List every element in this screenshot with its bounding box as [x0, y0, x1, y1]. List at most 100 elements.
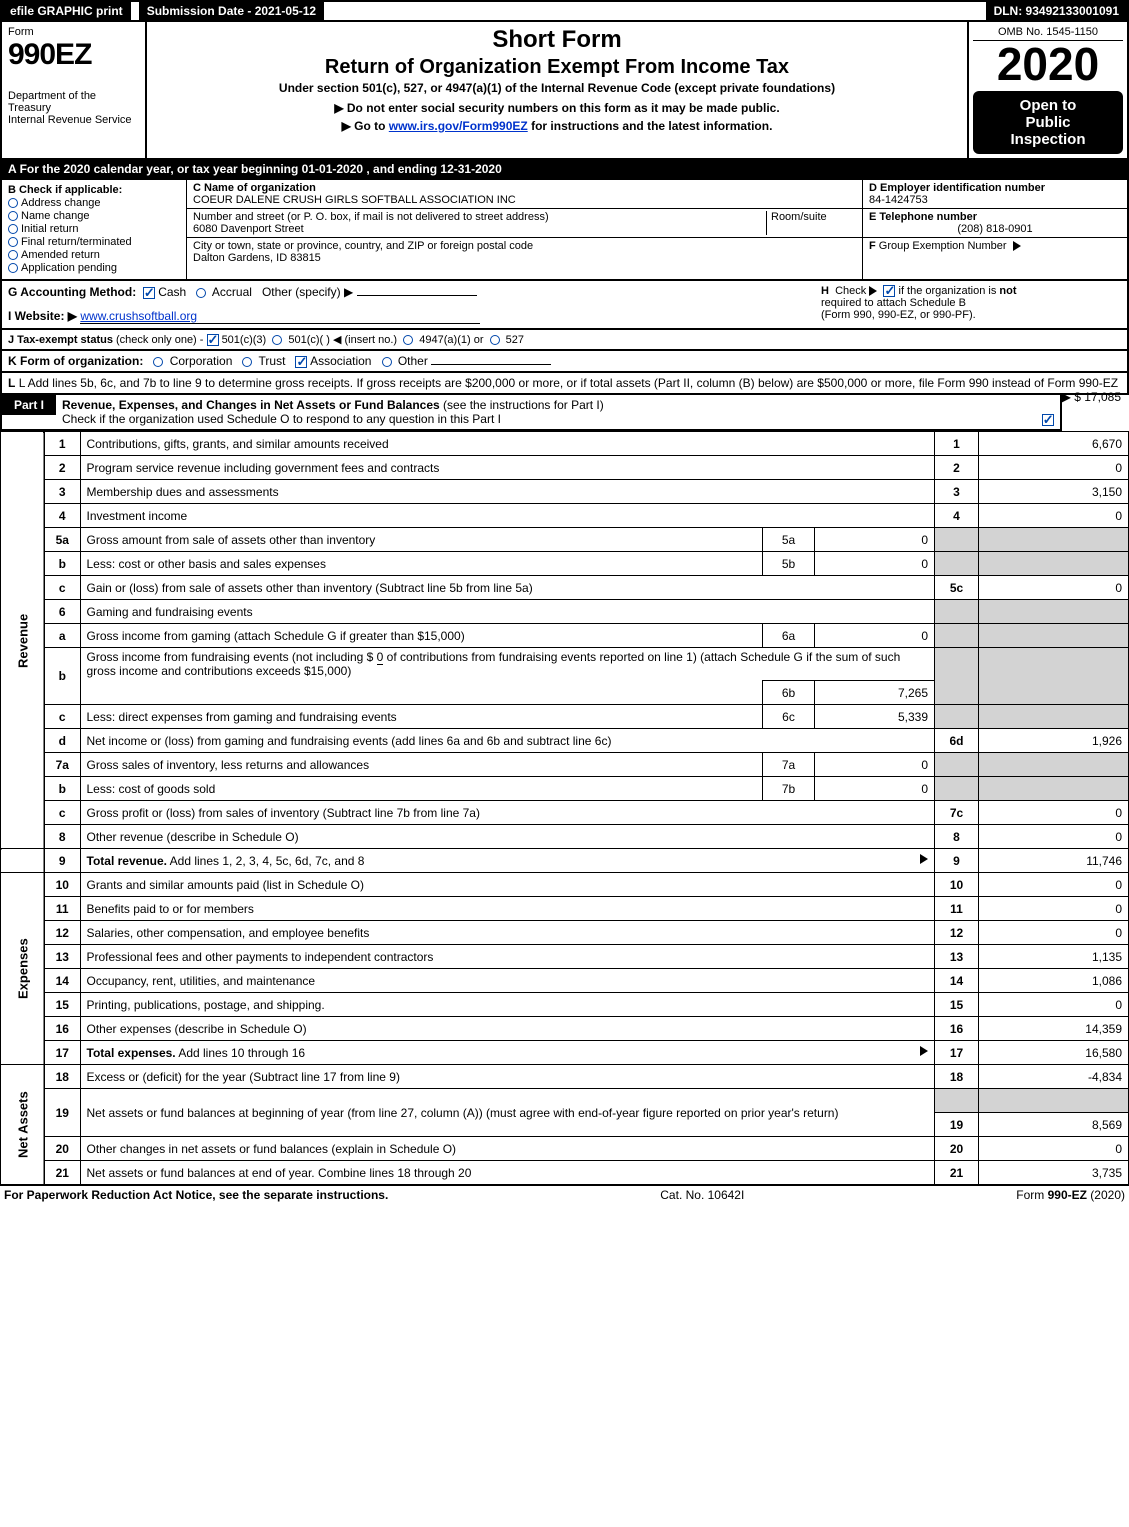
line-5b-subval: 0 [815, 552, 935, 576]
part1-note: (see the instructions for Part I) [443, 398, 604, 412]
line-17-desc: Total expenses. Add lines 10 through 16 [80, 1041, 935, 1065]
line-8-val: 0 [979, 825, 1129, 849]
shade-6-v [979, 600, 1129, 624]
info-grid: B Check if applicable: Address change Na… [0, 180, 1129, 281]
irs-link[interactable]: www.irs.gov/Form990EZ [389, 119, 528, 133]
line-11-desc: Benefits paid to or for members [80, 897, 935, 921]
line-10-no: 10 [44, 873, 80, 897]
line-20-num: 20 [935, 1137, 979, 1161]
label-f: F Group Exemption Number [869, 240, 1121, 252]
part1-schedule-o-checkbox[interactable] [1042, 414, 1054, 426]
line-20-val: 0 [979, 1137, 1129, 1161]
line-5a-no: 5a [44, 528, 80, 552]
line-7c-num: 7c [935, 801, 979, 825]
line-2-desc: Program service revenue including govern… [80, 456, 935, 480]
k-other-field[interactable] [431, 364, 551, 365]
part1-title: Revenue, Expenses, and Changes in Net As… [56, 395, 1060, 429]
line-9-desc: Total revenue. Add lines 1, 2, 3, 4, 5c,… [80, 849, 935, 873]
initial-return-radio[interactable] [8, 224, 18, 234]
dept-treasury: Department of the Treasury [8, 90, 139, 114]
application-pending-radio[interactable] [8, 263, 18, 273]
line-5b-no: b [44, 552, 80, 576]
line-18-no: 18 [44, 1065, 80, 1089]
netassets-side-label: Net Assets [1, 1065, 45, 1185]
other-label: Other (specify) ▶ [262, 285, 353, 299]
line-9-no: 9 [44, 849, 80, 873]
line-12-no: 12 [44, 921, 80, 945]
revenue-side-label: Revenue [1, 432, 45, 849]
line-19-no: 19 [44, 1089, 80, 1137]
line-3-val: 3,150 [979, 480, 1129, 504]
address-change-radio[interactable] [8, 198, 18, 208]
line-6d-no: d [44, 729, 80, 753]
amended-return-radio[interactable] [8, 250, 18, 260]
expenses-side-label: Expenses [1, 873, 45, 1065]
line-6b-sub: 6b [763, 681, 815, 705]
row-l: L L Add lines 5b, 6c, and 7b to line 9 t… [0, 373, 1129, 395]
efile-print-button[interactable]: efile GRAPHIC print [2, 2, 131, 20]
shade-6c [935, 705, 979, 729]
footer-mid: Cat. No. 10642I [660, 1188, 744, 1202]
final-return-label: Final return/terminated [21, 236, 132, 248]
j-opt2: 501(c)( ) ◀ (insert no.) [288, 334, 397, 346]
line-18-val: -4,834 [979, 1065, 1129, 1089]
cash-checkbox[interactable] [143, 287, 155, 299]
g-label: G Accounting Method: [8, 285, 136, 299]
phone: (208) 818-0901 [869, 223, 1121, 235]
line-13-no: 13 [44, 945, 80, 969]
ein: 84-1424753 [869, 194, 1121, 206]
h-forms: (Form 990, 990-EZ, or 990-PF). [821, 309, 1121, 321]
k-trust-radio[interactable] [242, 357, 252, 367]
tax-year-text: For the 2020 calendar year, or tax year … [20, 162, 502, 176]
j-501c3-checkbox[interactable] [207, 334, 219, 346]
j-527-radio[interactable] [490, 335, 500, 345]
line-9-num: 9 [935, 849, 979, 873]
i-label: I Website: ▶ [8, 309, 77, 323]
line-20-desc: Other changes in net assets or fund bala… [80, 1137, 935, 1161]
shade-19-v [979, 1089, 1129, 1113]
shade-6c-v [979, 705, 1129, 729]
name-change-radio[interactable] [8, 211, 18, 221]
line-6b-desc2 [80, 681, 763, 705]
k-assoc-checkbox[interactable] [295, 356, 307, 368]
top-bar: efile GRAPHIC print Submission Date - 20… [0, 0, 1129, 22]
website-link[interactable]: www.crushsoftball.org [80, 309, 480, 324]
line-21-val: 3,735 [979, 1161, 1129, 1185]
form-header: Form 990EZ Department of the Treasury In… [0, 22, 1129, 160]
line-8-num: 8 [935, 825, 979, 849]
line-21-num: 21 [935, 1161, 979, 1185]
line-18-desc: Excess or (deficit) for the year (Subtra… [80, 1065, 935, 1089]
h-req: required to attach Schedule B [821, 297, 1121, 309]
line-19-num: 19 [935, 1113, 979, 1137]
app-pending-label: Application pending [21, 262, 117, 274]
shade-5b [935, 552, 979, 576]
final-return-radio[interactable] [8, 237, 18, 247]
room-suite-label: Room/suite [766, 211, 856, 235]
line-1-no: 1 [44, 432, 80, 456]
accrual-radio[interactable] [196, 288, 206, 298]
line-17-num: 17 [935, 1041, 979, 1065]
k-other-radio[interactable] [382, 357, 392, 367]
shade-5a [935, 528, 979, 552]
line-3-desc: Membership dues and assessments [80, 480, 935, 504]
line-6a-subval: 0 [815, 624, 935, 648]
org-name: COEUR DALENE CRUSH GIRLS SOFTBALL ASSOCI… [193, 194, 856, 206]
row-g-h: G Accounting Method: Cash Accrual Other … [0, 281, 1129, 330]
shade-19 [935, 1089, 979, 1113]
h-not: not [999, 285, 1016, 297]
j-4947-radio[interactable] [403, 335, 413, 345]
line-6b-desc1: Gross income from fundraising events (no… [80, 648, 935, 681]
k-corp-radio[interactable] [153, 357, 163, 367]
row-g: G Accounting Method: Cash Accrual Other … [8, 285, 821, 324]
j-501c-radio[interactable] [272, 335, 282, 345]
line-6c-no: c [44, 705, 80, 729]
line-6b-t1: Gross income from fundraising events (no… [87, 650, 377, 664]
revenue-side-cap [1, 849, 45, 873]
line-17-bold: Total expenses. [87, 1046, 176, 1060]
line-6c-sub: 6c [763, 705, 815, 729]
other-specify-field[interactable] [357, 295, 477, 296]
line-8-desc: Other revenue (describe in Schedule O) [80, 825, 935, 849]
line-2-val: 0 [979, 456, 1129, 480]
goto-pre: ▶ Go to [342, 119, 389, 133]
h-checkbox[interactable] [883, 285, 895, 297]
